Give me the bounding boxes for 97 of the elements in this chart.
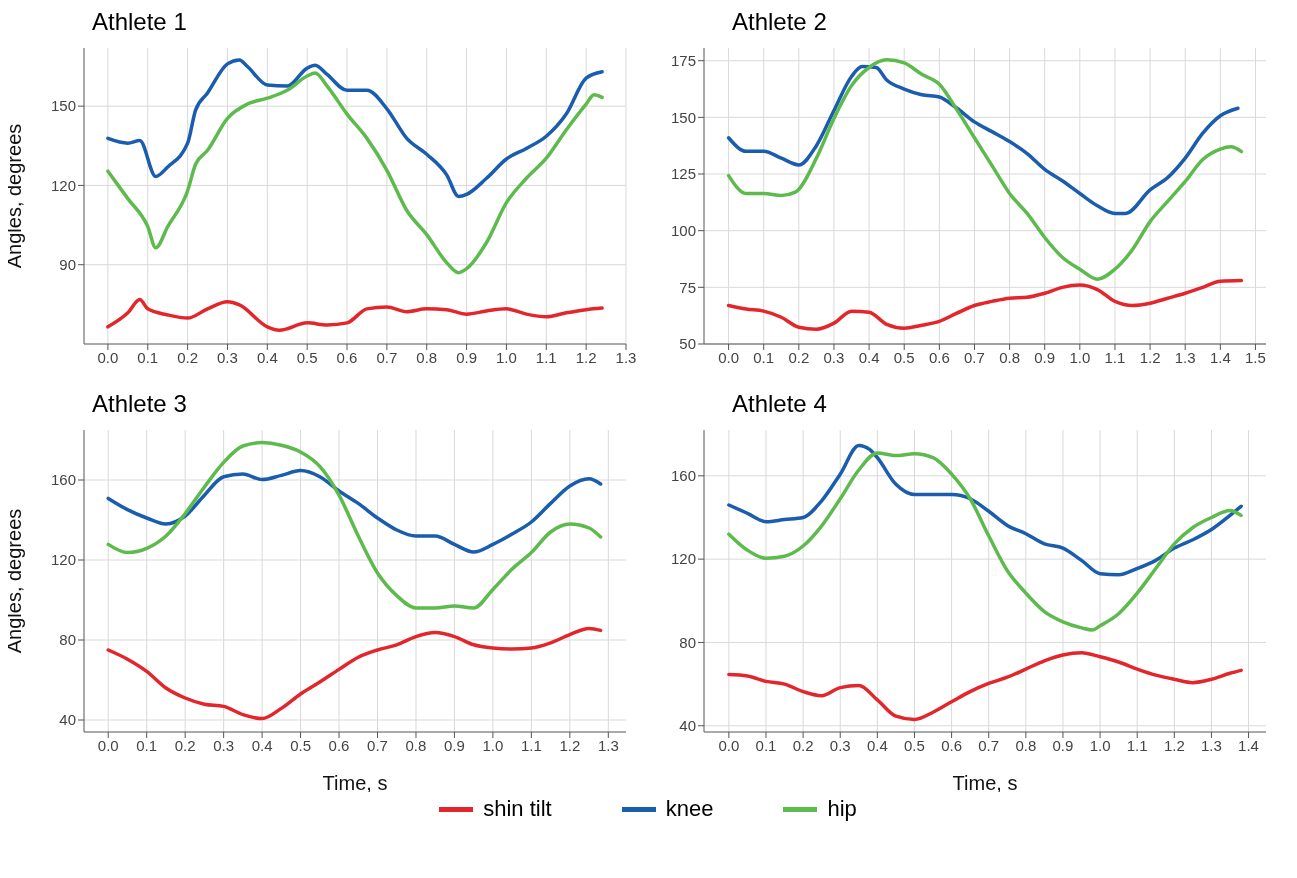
x-tick-label: 0.2 — [788, 348, 810, 366]
x-tick-label: 0.9 — [1034, 348, 1056, 366]
x-tick-label: 0.4 — [858, 348, 880, 366]
legend-label: shin tilt — [483, 796, 552, 822]
legend-label: knee — [665, 796, 714, 822]
x-tick-label: 0.9 — [1052, 736, 1074, 754]
y-tick-label: 150 — [50, 97, 76, 115]
x-axis-title: Time, s — [952, 772, 1018, 794]
chart-title: Athlete 1 — [92, 8, 188, 37]
x-tick-label: 1.4 — [1238, 736, 1259, 754]
chart-title: Athlete 4 — [732, 390, 828, 419]
x-tick-label: 1.1 — [535, 348, 557, 366]
x-tick-label: 0.0 — [718, 736, 740, 754]
x-tick-label: 0.9 — [456, 348, 478, 366]
x-tick-label: 0.4 — [256, 348, 278, 366]
x-tick-label: 0.5 — [904, 736, 925, 754]
y-tick-label: 150 — [670, 108, 696, 126]
x-tick-label: 0.9 — [444, 736, 465, 754]
x-tick-label: 0.8 — [405, 736, 427, 754]
x-tick-label: 0.5 — [290, 736, 311, 754]
line-series — [726, 278, 1244, 332]
x-tick-label: 1.3 — [1201, 736, 1222, 754]
x-tick-label: 0.1 — [136, 736, 158, 754]
x-tick-label: 0.7 — [376, 348, 398, 366]
x-tick-label: 0.8 — [1015, 736, 1037, 754]
x-tick-label: 1.2 — [1163, 736, 1185, 754]
y-tick-label: 120 — [670, 550, 696, 568]
line-series — [106, 71, 604, 275]
y-tick-label: 175 — [670, 52, 696, 70]
x-tick-label: 0.1 — [753, 348, 775, 366]
y-tick-label: 40 — [59, 711, 76, 729]
x-tick-label: 0.0 — [97, 736, 119, 754]
y-tick-label: 120 — [50, 551, 76, 569]
x-tick-label: 1.2 — [575, 348, 597, 366]
x-tick-label: 0.6 — [941, 736, 963, 754]
x-tick-label: 0.6 — [336, 348, 358, 366]
y-tick-label: 40 — [679, 717, 696, 735]
line-series — [727, 451, 1243, 632]
x-tick-label: 0.5 — [296, 348, 318, 366]
y-tick-label: 75 — [679, 278, 696, 296]
x-tick-label: 1.1 — [1104, 348, 1126, 366]
y-tick-label: 50 — [679, 335, 696, 353]
line-series — [726, 64, 1240, 216]
y-tick-label: 100 — [670, 222, 696, 239]
x-tick-label: 0.7 — [367, 736, 388, 754]
chart-title: Athlete 2 — [732, 8, 828, 37]
x-tick-label: 1.5 — [1245, 348, 1266, 366]
line-series — [106, 58, 604, 199]
x-tick-label: 1.0 — [482, 736, 504, 754]
line-series — [727, 651, 1243, 722]
y-tick-label: 160 — [50, 471, 76, 489]
x-tick-label: 0.5 — [893, 348, 915, 366]
x-tick-label: 0.4 — [251, 736, 273, 754]
x-tick-label: 0.3 — [213, 736, 235, 754]
x-tick-label: 0.8 — [999, 348, 1021, 366]
x-tick-label: 0.2 — [177, 348, 199, 366]
y-tick-label: 80 — [59, 631, 76, 649]
x-tick-label: 1.0 — [496, 348, 517, 366]
line-series — [106, 297, 604, 333]
line-series — [727, 443, 1243, 577]
x-tick-label: 0.0 — [97, 348, 119, 366]
x-tick-label: 1.3 — [1174, 348, 1196, 366]
x-tick-label: 1.3 — [597, 736, 619, 754]
x-tick-label: 0.3 — [217, 348, 238, 366]
y-tick-label: 90 — [59, 256, 76, 274]
y-tick-label: 125 — [670, 165, 696, 183]
x-tick-label: 0.0 — [718, 348, 740, 366]
x-axis-title: Time, s — [322, 772, 388, 794]
x-tick-label: 0.6 — [928, 348, 950, 366]
x-tick-label: 0.3 — [829, 736, 851, 754]
chart-title: Athlete 3 — [92, 390, 188, 419]
x-tick-label: 0.1 — [137, 348, 159, 366]
y-tick-label: 80 — [679, 633, 696, 651]
x-tick-label: 0.8 — [416, 348, 438, 366]
x-tick-label: 1.0 — [1069, 348, 1091, 366]
x-tick-label: 1.2 — [559, 736, 581, 754]
x-tick-label: 1.3 — [615, 348, 637, 366]
x-tick-label: 0.4 — [866, 736, 888, 754]
x-tick-label: 0.7 — [978, 736, 1000, 754]
x-tick-label: 1.1 — [520, 736, 542, 754]
line-series — [106, 626, 603, 721]
x-tick-label: 0.3 — [823, 348, 845, 366]
x-tick-label: 0.1 — [755, 736, 777, 754]
line-series — [726, 58, 1244, 281]
y-tick-label: 160 — [670, 467, 696, 485]
x-tick-label: 1.2 — [1139, 348, 1161, 366]
x-tick-label: 0.6 — [328, 736, 350, 754]
x-tick-label: 0.2 — [174, 736, 196, 754]
line-series — [106, 468, 603, 554]
y-tick-label: 120 — [50, 176, 76, 194]
x-tick-label: 0.7 — [964, 348, 985, 366]
x-tick-label: 1.1 — [1126, 736, 1148, 754]
x-tick-label: 1.0 — [1089, 736, 1111, 754]
x-tick-label: 0.2 — [792, 736, 814, 754]
x-tick-label: 1.4 — [1209, 348, 1231, 366]
legend-label: hip — [827, 796, 857, 822]
line-series — [106, 440, 603, 610]
